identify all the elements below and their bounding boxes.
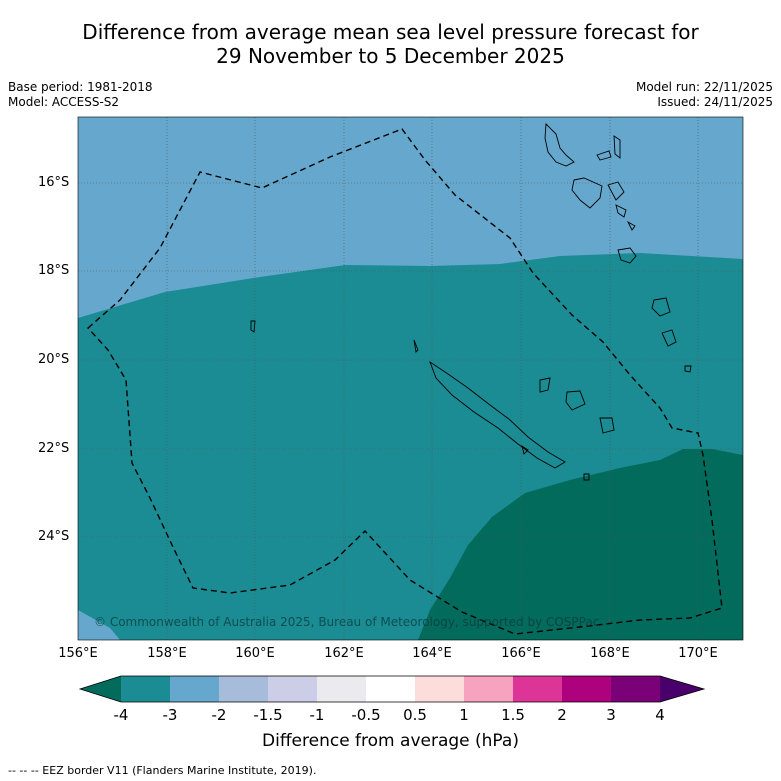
colorbar-tick: 1.5 (501, 706, 525, 724)
map-title: Difference from average mean sea level p… (0, 20, 781, 68)
colorbar-title: Difference from average (hPa) (262, 731, 519, 751)
map-frame (77, 116, 744, 641)
colorbar-under-arrow (80, 676, 121, 702)
lat-label: 18°S (38, 263, 70, 278)
small-island (583, 473, 590, 481)
model-name: Model: ACCESS-S2 (8, 95, 120, 109)
small-island (250, 320, 256, 333)
model-run: Model run: 22/11/2025 (635, 80, 773, 94)
colorbar-tick: -4 (113, 706, 129, 724)
base-period: Base period: 1981-2018 (8, 80, 153, 94)
colorbar-tick: -1 (309, 706, 325, 724)
vanuatu-tanna (661, 329, 677, 347)
vanuatu-efate (617, 247, 637, 264)
colorbar-segment (562, 676, 611, 702)
colorbar-segment (268, 676, 317, 702)
lon-label: 156°E (58, 646, 98, 661)
copyright-text: © Commonwealth of Australia 2025, Bureau… (94, 615, 599, 629)
graticule (78, 117, 743, 640)
colorbar-segment (219, 676, 268, 702)
lon-label: 170°E (678, 646, 718, 661)
title-line-2: 29 November to 5 December 2025 (216, 44, 565, 68)
band-below-minus4 (418, 449, 743, 640)
colorbar-outline (78, 675, 706, 703)
small-island (521, 444, 529, 455)
colorbar-tick: 4 (655, 706, 665, 724)
colorbar-tick: 3 (606, 706, 616, 724)
colorbar (78, 675, 706, 703)
colorbar-segment (464, 676, 513, 702)
meta-left: Base period: 1981-2018 Model: ACCESS-S2 (8, 80, 153, 110)
vanuatu-espiritu-santo (544, 122, 575, 167)
vanuatu-malakula (571, 177, 603, 209)
new-caledonia-island (429, 360, 566, 469)
vanuatu-island (607, 181, 625, 201)
title-line-1: Difference from average mean sea level p… (82, 20, 699, 44)
vanuatu-island (596, 150, 612, 161)
colorbar-tick: 0.5 (403, 706, 427, 724)
colorbar-tick: 2 (557, 706, 567, 724)
loyalty-island-mare (599, 417, 615, 434)
lon-label: 168°E (590, 646, 630, 661)
colorbar-segment (611, 676, 660, 702)
vanuatu-aneityum (684, 365, 692, 373)
colorbar-segment (366, 676, 415, 702)
colorbar-segment (415, 676, 464, 702)
colorbar-segment (317, 676, 366, 702)
lon-label: 166°E (501, 646, 541, 661)
colorbar-segment (121, 676, 170, 702)
vanuatu-island (613, 135, 621, 159)
lon-label: 162°E (324, 646, 364, 661)
colorbar-tick: -1.5 (253, 706, 283, 724)
issued-date: Issued: 24/11/2025 (657, 95, 773, 109)
vanuatu-island (626, 220, 636, 231)
colorbar-tick: 1 (459, 706, 469, 724)
band-minus3-corner (78, 610, 120, 640)
vanuatu-erromango (651, 297, 671, 317)
lon-label: 164°E (412, 646, 452, 661)
loyalty-island-ouvea (539, 377, 551, 393)
eez-border (87, 128, 723, 635)
colorbar-segment (513, 676, 562, 702)
small-island (413, 339, 419, 353)
lon-label: 160°E (235, 646, 275, 661)
map-area: © Commonwealth of Australia 2025, Bureau… (78, 117, 743, 640)
lat-label: 20°S (38, 352, 70, 367)
colorbar-segment (170, 676, 219, 702)
meta-right: Model run: 22/11/2025 Issued: 24/11/2025 (636, 80, 773, 110)
lat-label: 16°S (38, 175, 70, 190)
lat-label: 24°S (38, 529, 70, 544)
colorbar-tick: -2 (211, 706, 227, 724)
eez-legend-footer: -- -- -- EEZ border V11 (Flanders Marine… (8, 764, 317, 777)
vanuatu-island (615, 204, 627, 218)
colorbar-tick: -3 (162, 706, 178, 724)
lat-label: 22°S (38, 441, 70, 456)
colorbar-tick: -0.5 (351, 706, 381, 724)
colorbar-over-arrow (660, 676, 704, 702)
coastlines (250, 122, 692, 481)
lon-label: 158°E (147, 646, 187, 661)
loyalty-island-lifou (565, 390, 586, 411)
